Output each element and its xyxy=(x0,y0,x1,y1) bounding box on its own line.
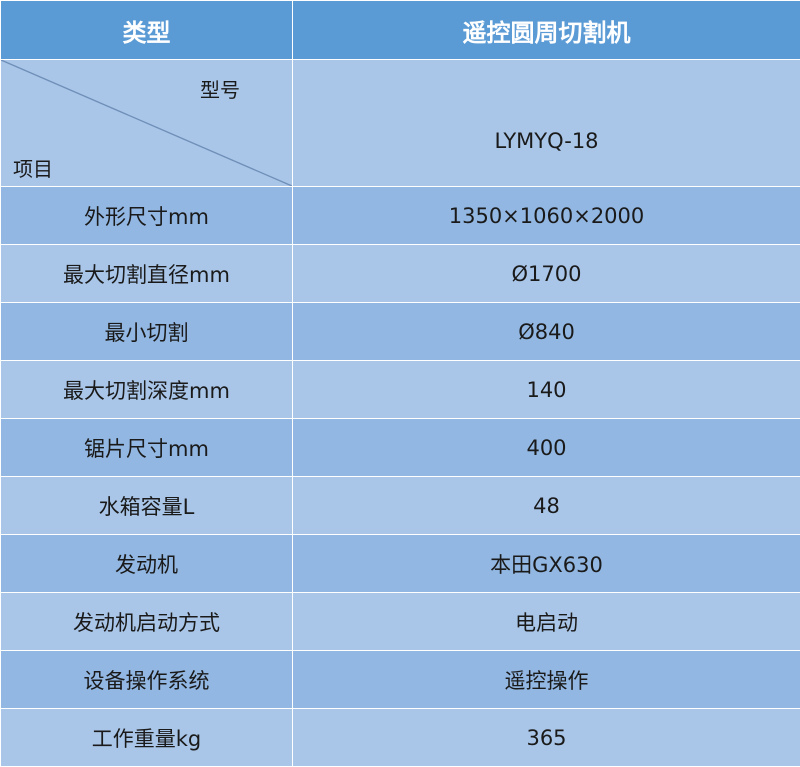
diagonal-header-cell: 型号 项目 xyxy=(1,60,293,187)
header-type-cell: 类型 xyxy=(1,1,293,60)
row-value: 电启动 xyxy=(293,593,800,651)
row-value: 1350×1060×2000 xyxy=(293,187,800,245)
row-label: 水箱容量L xyxy=(1,477,293,535)
corner-item-label: 项目 xyxy=(13,153,53,182)
row-value: 365 xyxy=(293,709,800,767)
table-row: 发动机启动方式 电启动 xyxy=(1,593,800,651)
row-label: 发动机启动方式 xyxy=(1,593,293,651)
row-value: 48 xyxy=(293,477,800,535)
table-row: 最小切割 Ø840 xyxy=(1,303,800,361)
row-value: Ø840 xyxy=(293,303,800,361)
table-row: 外形尺寸mm 1350×1060×2000 xyxy=(1,187,800,245)
model-value: LYMYQ-18 xyxy=(293,60,800,187)
row-label: 最小切割 xyxy=(1,303,293,361)
row-label: 外形尺寸mm xyxy=(1,187,293,245)
table-row: 设备操作系统 遥控操作 xyxy=(1,651,800,709)
row-label: 最大切割深度mm xyxy=(1,361,293,419)
row-label: 设备操作系统 xyxy=(1,651,293,709)
table-row: 最大切割深度mm 140 xyxy=(1,361,800,419)
model-row: 型号 项目 LYMYQ-18 xyxy=(1,60,800,187)
table-row: 工作重量kg 365 xyxy=(1,709,800,767)
row-value: Ø1700 xyxy=(293,245,800,303)
row-value: 140 xyxy=(293,361,800,419)
table-row: 锯片尺寸mm 400 xyxy=(1,419,800,477)
header-product-cell: 遥控圆周切割机 xyxy=(293,1,800,60)
row-value: 400 xyxy=(293,419,800,477)
header-row: 类型 遥控圆周切割机 xyxy=(1,1,800,60)
row-value: 遥控操作 xyxy=(293,651,800,709)
row-label: 锯片尺寸mm xyxy=(1,419,293,477)
corner-model-label: 型号 xyxy=(200,74,240,103)
table-row: 最大切割直径mm Ø1700 xyxy=(1,245,800,303)
table-row: 发动机 本田GX630 xyxy=(1,535,800,593)
table-row: 水箱容量L 48 xyxy=(1,477,800,535)
row-label: 发动机 xyxy=(1,535,293,593)
row-label: 最大切割直径mm xyxy=(1,245,293,303)
row-value: 本田GX630 xyxy=(293,535,800,593)
row-label: 工作重量kg xyxy=(1,709,293,767)
